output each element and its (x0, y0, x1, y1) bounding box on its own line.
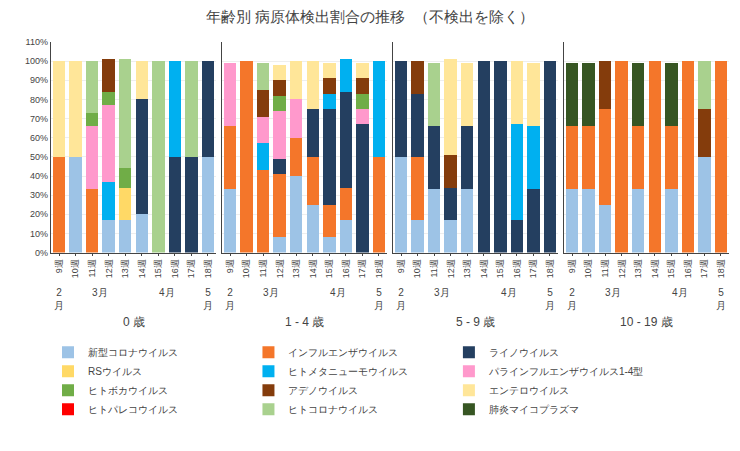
svg-text:アデノウイルス: アデノウイルス (288, 385, 358, 396)
svg-text:40%: 40% (30, 171, 48, 181)
svg-text:10週: 10週 (412, 259, 422, 278)
svg-text:10 - 19 歳: 10 - 19 歳 (620, 315, 673, 329)
svg-text:18週: 18週 (545, 259, 555, 278)
svg-text:パラインフルエンザウイルス1-4型: パラインフルエンザウイルス1-4型 (488, 366, 643, 377)
svg-text:3月: 3月 (605, 287, 621, 298)
svg-text:13週: 13週 (291, 259, 301, 278)
svg-text:年齢別 病原体検出割合の推移 （不検出を除く）: 年齢別 病原体検出割合の推移 （不検出を除く） (206, 8, 534, 25)
svg-text:5月: 5月 (374, 287, 384, 311)
svg-text:2月: 2月 (396, 287, 406, 311)
svg-text:13週: 13週 (120, 259, 130, 278)
svg-text:5月: 5月 (203, 287, 213, 311)
svg-text:70%: 70% (30, 114, 48, 124)
svg-text:12週: 12週 (617, 259, 627, 278)
svg-text:ライノウイルス: ライノウイルス (489, 347, 559, 358)
svg-text:11週: 11週 (600, 259, 610, 277)
svg-text:17週: 17週 (186, 259, 196, 278)
svg-text:50%: 50% (30, 152, 48, 162)
svg-text:10週: 10週 (70, 259, 80, 278)
svg-text:4月: 4月 (501, 287, 517, 298)
svg-text:3月: 3月 (92, 287, 108, 298)
svg-text:18週: 18週 (374, 259, 384, 278)
svg-text:9週: 9週 (567, 259, 577, 273)
svg-text:9週: 9週 (54, 259, 64, 273)
svg-text:4月: 4月 (330, 287, 346, 298)
svg-text:90%: 90% (30, 75, 48, 85)
svg-text:5月: 5月 (716, 287, 726, 311)
svg-text:16週: 16週 (683, 259, 693, 278)
svg-text:30%: 30% (30, 190, 48, 200)
svg-text:新型コロナウイルス: 新型コロナウイルス (88, 347, 178, 358)
svg-text:RSウイルス: RSウイルス (88, 366, 142, 377)
svg-text:ヒトパレコウイルス: ヒトパレコウイルス (88, 404, 178, 415)
svg-text:11週: 11週 (429, 259, 439, 277)
svg-text:2月: 2月 (567, 287, 577, 311)
svg-text:インフルエンザウイルス: インフルエンザウイルス (288, 347, 398, 358)
svg-text:11週: 11週 (258, 259, 268, 277)
svg-text:9週: 9週 (396, 259, 406, 273)
svg-text:15週: 15週 (153, 259, 163, 278)
svg-text:16週: 16週 (341, 259, 351, 278)
svg-text:14週: 14週 (650, 259, 660, 278)
svg-text:60%: 60% (30, 133, 48, 143)
svg-text:10%: 10% (30, 229, 48, 239)
svg-text:ヒトボカウイルス: ヒトボカウイルス (88, 385, 168, 396)
svg-text:17週: 17週 (357, 259, 367, 278)
svg-text:2月: 2月 (54, 287, 64, 311)
svg-text:4月: 4月 (672, 287, 688, 298)
svg-text:18週: 18週 (716, 259, 726, 278)
svg-text:14週: 14週 (137, 259, 147, 278)
svg-text:3月: 3月 (263, 287, 279, 298)
svg-text:10週: 10週 (241, 259, 251, 278)
svg-text:110%: 110% (26, 37, 48, 47)
svg-text:エンテロウイルス: エンテロウイルス (489, 385, 569, 396)
svg-text:ヒトメタニューモウイルス: ヒトメタニューモウイルス (288, 366, 408, 377)
svg-text:12週: 12週 (275, 259, 285, 278)
svg-text:3月: 3月 (434, 287, 450, 298)
svg-text:20%: 20% (30, 209, 48, 219)
svg-text:12週: 12週 (446, 259, 456, 278)
svg-text:12週: 12週 (104, 259, 114, 278)
svg-text:13週: 13週 (462, 259, 472, 278)
svg-text:15週: 15週 (666, 259, 676, 278)
svg-text:0 歳: 0 歳 (123, 315, 145, 329)
svg-text:ヒトコロナウイルス: ヒトコロナウイルス (288, 404, 378, 415)
svg-text:13週: 13週 (633, 259, 643, 278)
svg-text:14週: 14週 (479, 259, 489, 278)
svg-text:15週: 15週 (495, 259, 505, 278)
svg-text:肺炎マイコプラズマ: 肺炎マイコプラズマ (489, 404, 579, 415)
svg-text:16週: 16週 (512, 259, 522, 278)
svg-text:17週: 17週 (528, 259, 538, 278)
svg-text:100%: 100% (25, 56, 48, 66)
svg-text:1 - 4 歳: 1 - 4 歳 (285, 315, 324, 329)
svg-text:80%: 80% (30, 95, 48, 105)
svg-text:5 - 9 歳: 5 - 9 歳 (456, 315, 495, 329)
svg-text:4月: 4月 (159, 287, 175, 298)
svg-text:17週: 17週 (699, 259, 709, 278)
svg-text:10週: 10週 (583, 259, 593, 278)
svg-text:15週: 15週 (324, 259, 334, 278)
svg-text:11週: 11週 (87, 259, 97, 277)
svg-text:2月: 2月 (225, 287, 235, 311)
svg-text:0%: 0% (35, 248, 48, 258)
svg-text:14週: 14週 (308, 259, 318, 278)
svg-text:9週: 9週 (225, 259, 235, 273)
svg-text:5月: 5月 (545, 287, 555, 311)
svg-text:16週: 16週 (170, 259, 180, 278)
svg-text:18週: 18週 (203, 259, 213, 278)
